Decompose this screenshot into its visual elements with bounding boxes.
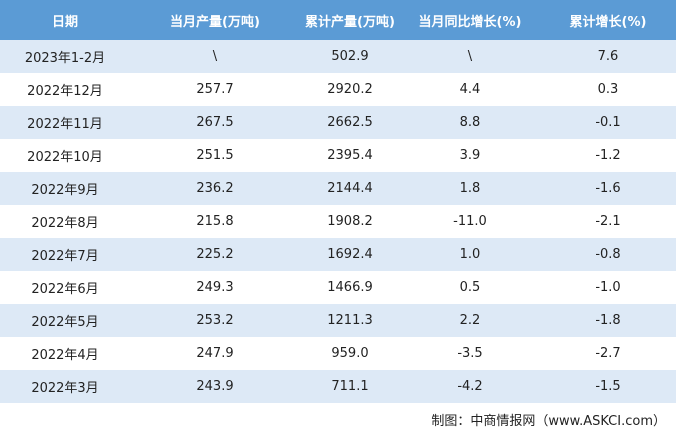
table-cell: 2022年7月 [0, 238, 130, 271]
table-row: 2022年10月 251.5 2395.4 3.9 -1.2 [0, 139, 676, 172]
table-row: 2022年12月 257.7 2920.2 4.4 0.3 [0, 73, 676, 106]
table-cell: 2022年11月 [0, 106, 130, 139]
table-cell: 2662.5 [300, 106, 400, 139]
table-cell: 2.2 [400, 304, 540, 337]
table-row: 2022年5月 253.2 1211.3 2.2 -1.8 [0, 304, 676, 337]
table-cell: 2022年3月 [0, 370, 130, 403]
table-cell: 4.4 [400, 73, 540, 106]
table-row: 2022年11月 267.5 2662.5 8.8 -0.1 [0, 106, 676, 139]
table-cell: -0.8 [540, 238, 676, 271]
table-body: 2023年1-2月 \ 502.9 \ 7.6 2022年12月 257.7 2920.2 4.… [0, 40, 676, 403]
table-cell: \ [130, 40, 300, 73]
table-cell: 2022年12月 [0, 73, 130, 106]
table-cell: 959.0 [300, 337, 400, 370]
table-cell: -2.1 [540, 205, 676, 238]
table-cell: 0.3 [540, 73, 676, 106]
table-cell: 1692.4 [300, 238, 400, 271]
table-cell: 225.2 [130, 238, 300, 271]
table-row: 2022年3月 243.9 711.1 -4.2 -1.5 [0, 370, 676, 403]
table-cell: 253.2 [130, 304, 300, 337]
table-cell: -11.0 [400, 205, 540, 238]
table-cell: -1.0 [540, 271, 676, 304]
table-row: 2022年9月 236.2 2144.4 1.8 -1.6 [0, 172, 676, 205]
table-cell: 2395.4 [300, 139, 400, 172]
table-cell: 502.9 [300, 40, 400, 73]
table-cell: 7.6 [540, 40, 676, 73]
header-cell: 累计增长(%) [540, 0, 676, 40]
table-cell: 1.8 [400, 172, 540, 205]
table-row: 2022年6月 249.3 1466.9 0.5 -1.0 [0, 271, 676, 304]
table-cell: 251.5 [130, 139, 300, 172]
table-cell: -1.5 [540, 370, 676, 403]
table-cell: 2022年4月 [0, 337, 130, 370]
header-row: 日期 当月产量(万吨) 累计产量(万吨) 当月同比增长(%) 累计增长(%) [0, 0, 676, 40]
table-cell: 711.1 [300, 370, 400, 403]
header-cell: 日期 [0, 0, 130, 40]
table-cell: -0.1 [540, 106, 676, 139]
table-cell: -3.5 [400, 337, 540, 370]
footer: 制图：中商情报网（www.ASKCI.com） [431, 414, 666, 429]
table-cell: 8.8 [400, 106, 540, 139]
table-cell: -4.2 [400, 370, 540, 403]
table-cell: 1211.3 [300, 304, 400, 337]
table-cell: 267.5 [130, 106, 300, 139]
table-cell: 247.9 [130, 337, 300, 370]
table-cell: 0.5 [400, 271, 540, 304]
table-cell: 243.9 [130, 370, 300, 403]
header-cell: 累计产量(万吨) [300, 0, 400, 40]
table-cell: 257.7 [130, 73, 300, 106]
table-cell: 2023年1-2月 [0, 40, 130, 73]
table-cell: 3.9 [400, 139, 540, 172]
table-cell: 215.8 [130, 205, 300, 238]
table-row: 2022年7月 225.2 1692.4 1.0 -0.8 [0, 238, 676, 271]
data-table: 日期 当月产量(万吨) 累计产量(万吨) 当月同比增长(%) 累计增长(%) 2023年… [0, 0, 676, 403]
table-cell: 1908.2 [300, 205, 400, 238]
table-cell: -1.8 [540, 304, 676, 337]
table-row: 2022年4月 247.9 959.0 -3.5 -2.7 [0, 337, 676, 370]
table-cell: -1.6 [540, 172, 676, 205]
table-cell: \ [400, 40, 540, 73]
table-cell: 2920.2 [300, 73, 400, 106]
table-cell: 2022年6月 [0, 271, 130, 304]
table-row: 2023年1-2月 \ 502.9 \ 7.6 [0, 40, 676, 73]
table-cell: 2022年5月 [0, 304, 130, 337]
table-cell: 2144.4 [300, 172, 400, 205]
table-cell: 236.2 [130, 172, 300, 205]
table-cell: 2022年9月 [0, 172, 130, 205]
table-cell: 1466.9 [300, 271, 400, 304]
table-row: 2022年8月 215.8 1908.2 -11.0 -2.1 [0, 205, 676, 238]
header-cell: 当月同比增长(%) [400, 0, 540, 40]
table-cell: -2.7 [540, 337, 676, 370]
table-cell: 1.0 [400, 238, 540, 271]
table-cell: -1.2 [540, 139, 676, 172]
table-cell: 2022年10月 [0, 139, 130, 172]
table-cell: 2022年8月 [0, 205, 130, 238]
table-cell: 249.3 [130, 271, 300, 304]
header-cell: 当月产量(万吨) [130, 0, 300, 40]
